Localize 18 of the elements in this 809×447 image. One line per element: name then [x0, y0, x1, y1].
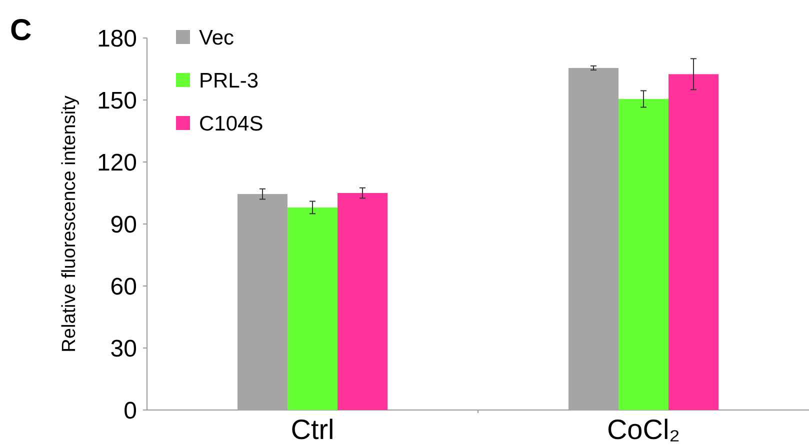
y-tick-label: 120 [96, 149, 137, 176]
bar [668, 74, 718, 410]
bar [288, 207, 338, 410]
legend-label: C104S [199, 112, 264, 136]
y-axis-title: Relative fluorescence intensity [59, 95, 80, 352]
y-tick-label: 60 [110, 273, 137, 300]
bar [338, 193, 388, 410]
x-tick-label: Ctrl [290, 414, 334, 445]
y-tick-label: 150 [96, 87, 137, 114]
legend-label: Vec [199, 26, 234, 50]
y-tick-label: 90 [110, 211, 137, 238]
text: C [10, 14, 32, 47]
legend-label: PRL-3 [199, 69, 259, 92]
x-tick-label: CoCl₂ [606, 414, 680, 445]
y-tick-label: 30 [110, 335, 137, 362]
bar [618, 98, 668, 410]
y-tick-label: 0 [124, 397, 137, 424]
y-tick-label: 180 [96, 25, 137, 52]
